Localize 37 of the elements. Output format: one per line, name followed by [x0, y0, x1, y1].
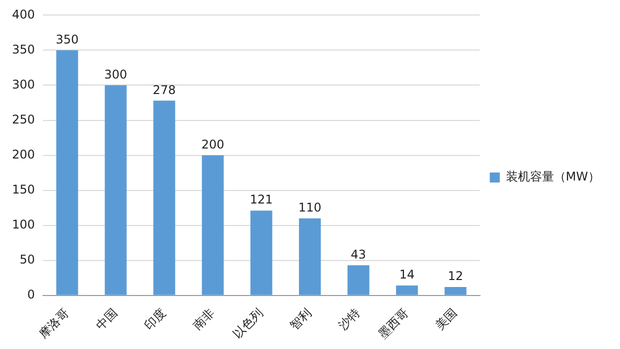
data-label: 200	[201, 137, 224, 152]
bar	[153, 100, 176, 295]
bar	[348, 265, 370, 295]
y-tick-label: 250	[12, 112, 35, 126]
x-tick-label: 美国	[432, 306, 460, 333]
y-tick-label: 200	[12, 147, 35, 162]
x-tick-label: 印度	[142, 306, 169, 333]
bar	[104, 85, 127, 295]
data-label: 121	[250, 192, 273, 207]
y-tick-label: 0	[27, 287, 35, 302]
y-tick-label: 300	[12, 77, 35, 92]
x-tick-label: 沙特	[336, 306, 363, 333]
bar	[56, 50, 78, 295]
bar	[396, 286, 418, 295]
y-tick-label: 100	[12, 217, 35, 232]
y-tick-label: 350	[12, 42, 35, 56]
y-tick-label: 50	[20, 252, 35, 266]
data-label: 300	[104, 67, 128, 82]
x-tick-label: 墨西哥	[376, 306, 412, 342]
bar	[202, 155, 224, 295]
bar	[444, 286, 466, 295]
x-tick-label: 南非	[190, 306, 218, 333]
x-tick-label: 摩洛哥	[36, 306, 72, 342]
data-label: 43	[350, 247, 366, 262]
data-label: 278	[152, 82, 176, 97]
data-label: 350	[56, 32, 79, 46]
bar	[250, 210, 272, 295]
x-tick-label: 以色列	[230, 306, 266, 342]
x-tick-label: 中国	[93, 306, 120, 333]
data-label: 14	[399, 268, 415, 282]
bar	[298, 218, 321, 295]
y-tick-label: 400	[12, 7, 35, 22]
data-label: 12	[448, 269, 464, 284]
x-tick-label: 智利	[287, 306, 314, 333]
data-label: 110	[298, 200, 322, 214]
y-tick-label: 150	[12, 182, 35, 196]
legend-label: 装机容量（MW）	[506, 170, 600, 184]
